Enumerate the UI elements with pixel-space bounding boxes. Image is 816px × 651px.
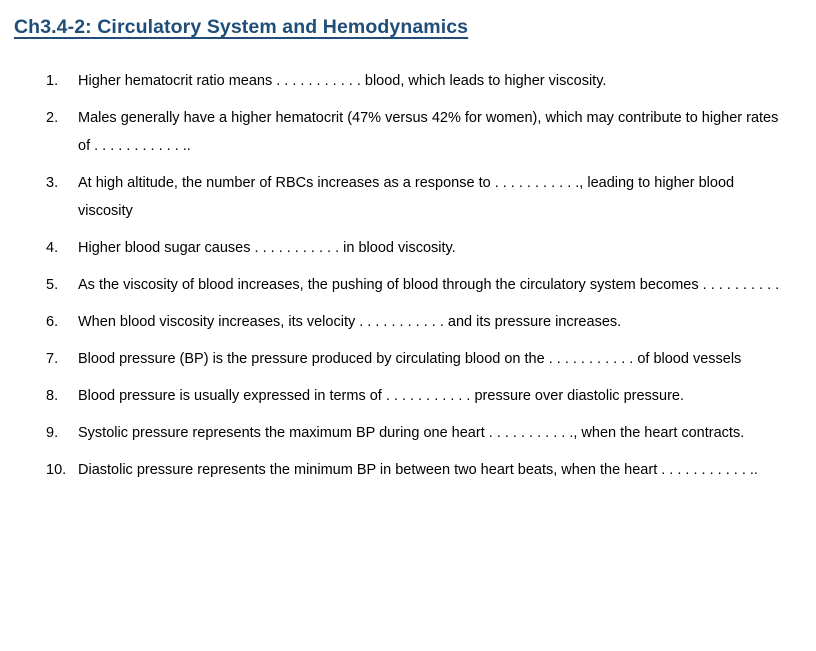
list-item-text: Diastolic pressure represents the minimu… <box>78 462 758 478</box>
list-item-number: 3. <box>46 175 59 191</box>
list-item-number: 6. <box>46 314 59 330</box>
list-item-text: Males generally have a higher hematocrit… <box>78 110 779 154</box>
list-item-number: 10. <box>46 462 67 478</box>
list-item: 1. Higher hematocrit ratio means . . . .… <box>46 67 780 95</box>
list-item-text: Systolic pressure represents the maximum… <box>78 425 745 441</box>
list-item-text: As the viscosity of blood increases, the… <box>78 277 780 293</box>
list-item-number: 8. <box>46 388 59 404</box>
list-item-text: When blood viscosity increases, its velo… <box>78 314 622 330</box>
document-title: Ch3.4-2: Circulatory System and Hemodyna… <box>14 16 469 38</box>
list-item-number: 4. <box>46 240 59 256</box>
list-item-text: Higher blood sugar causes . . . . . . . … <box>78 240 456 256</box>
list-item: 6. When blood viscosity increases, its v… <box>46 308 780 336</box>
list-item: 10. Diastolic pressure represents the mi… <box>46 456 780 484</box>
list-item: 8. Blood pressure is usually expressed i… <box>46 382 780 410</box>
list-item: 4. Higher blood sugar causes . . . . . .… <box>46 234 780 262</box>
list-item-number: 2. <box>46 110 59 126</box>
list-item-number: 9. <box>46 425 59 441</box>
list-item-number: 7. <box>46 351 59 367</box>
question-list: 1. Higher hematocrit ratio means . . . .… <box>14 67 780 484</box>
list-item: 2. Males generally have a higher hematoc… <box>46 104 780 160</box>
list-item-number: 5. <box>46 277 59 293</box>
list-item: 9. Systolic pressure represents the maxi… <box>46 419 780 447</box>
list-item-text: Blood pressure (BP) is the pressure prod… <box>78 351 742 367</box>
list-item: 5. As the viscosity of blood increases, … <box>46 271 780 299</box>
list-item-text: At high altitude, the number of RBCs inc… <box>78 175 735 219</box>
list-item-number: 1. <box>46 73 59 89</box>
list-item: 7. Blood pressure (BP) is the pressure p… <box>46 345 780 373</box>
list-item-text: Higher hematocrit ratio means . . . . . … <box>78 73 607 89</box>
list-item: 3. At high altitude, the number of RBCs … <box>46 169 780 225</box>
list-item-text: Blood pressure is usually expressed in t… <box>78 388 685 404</box>
